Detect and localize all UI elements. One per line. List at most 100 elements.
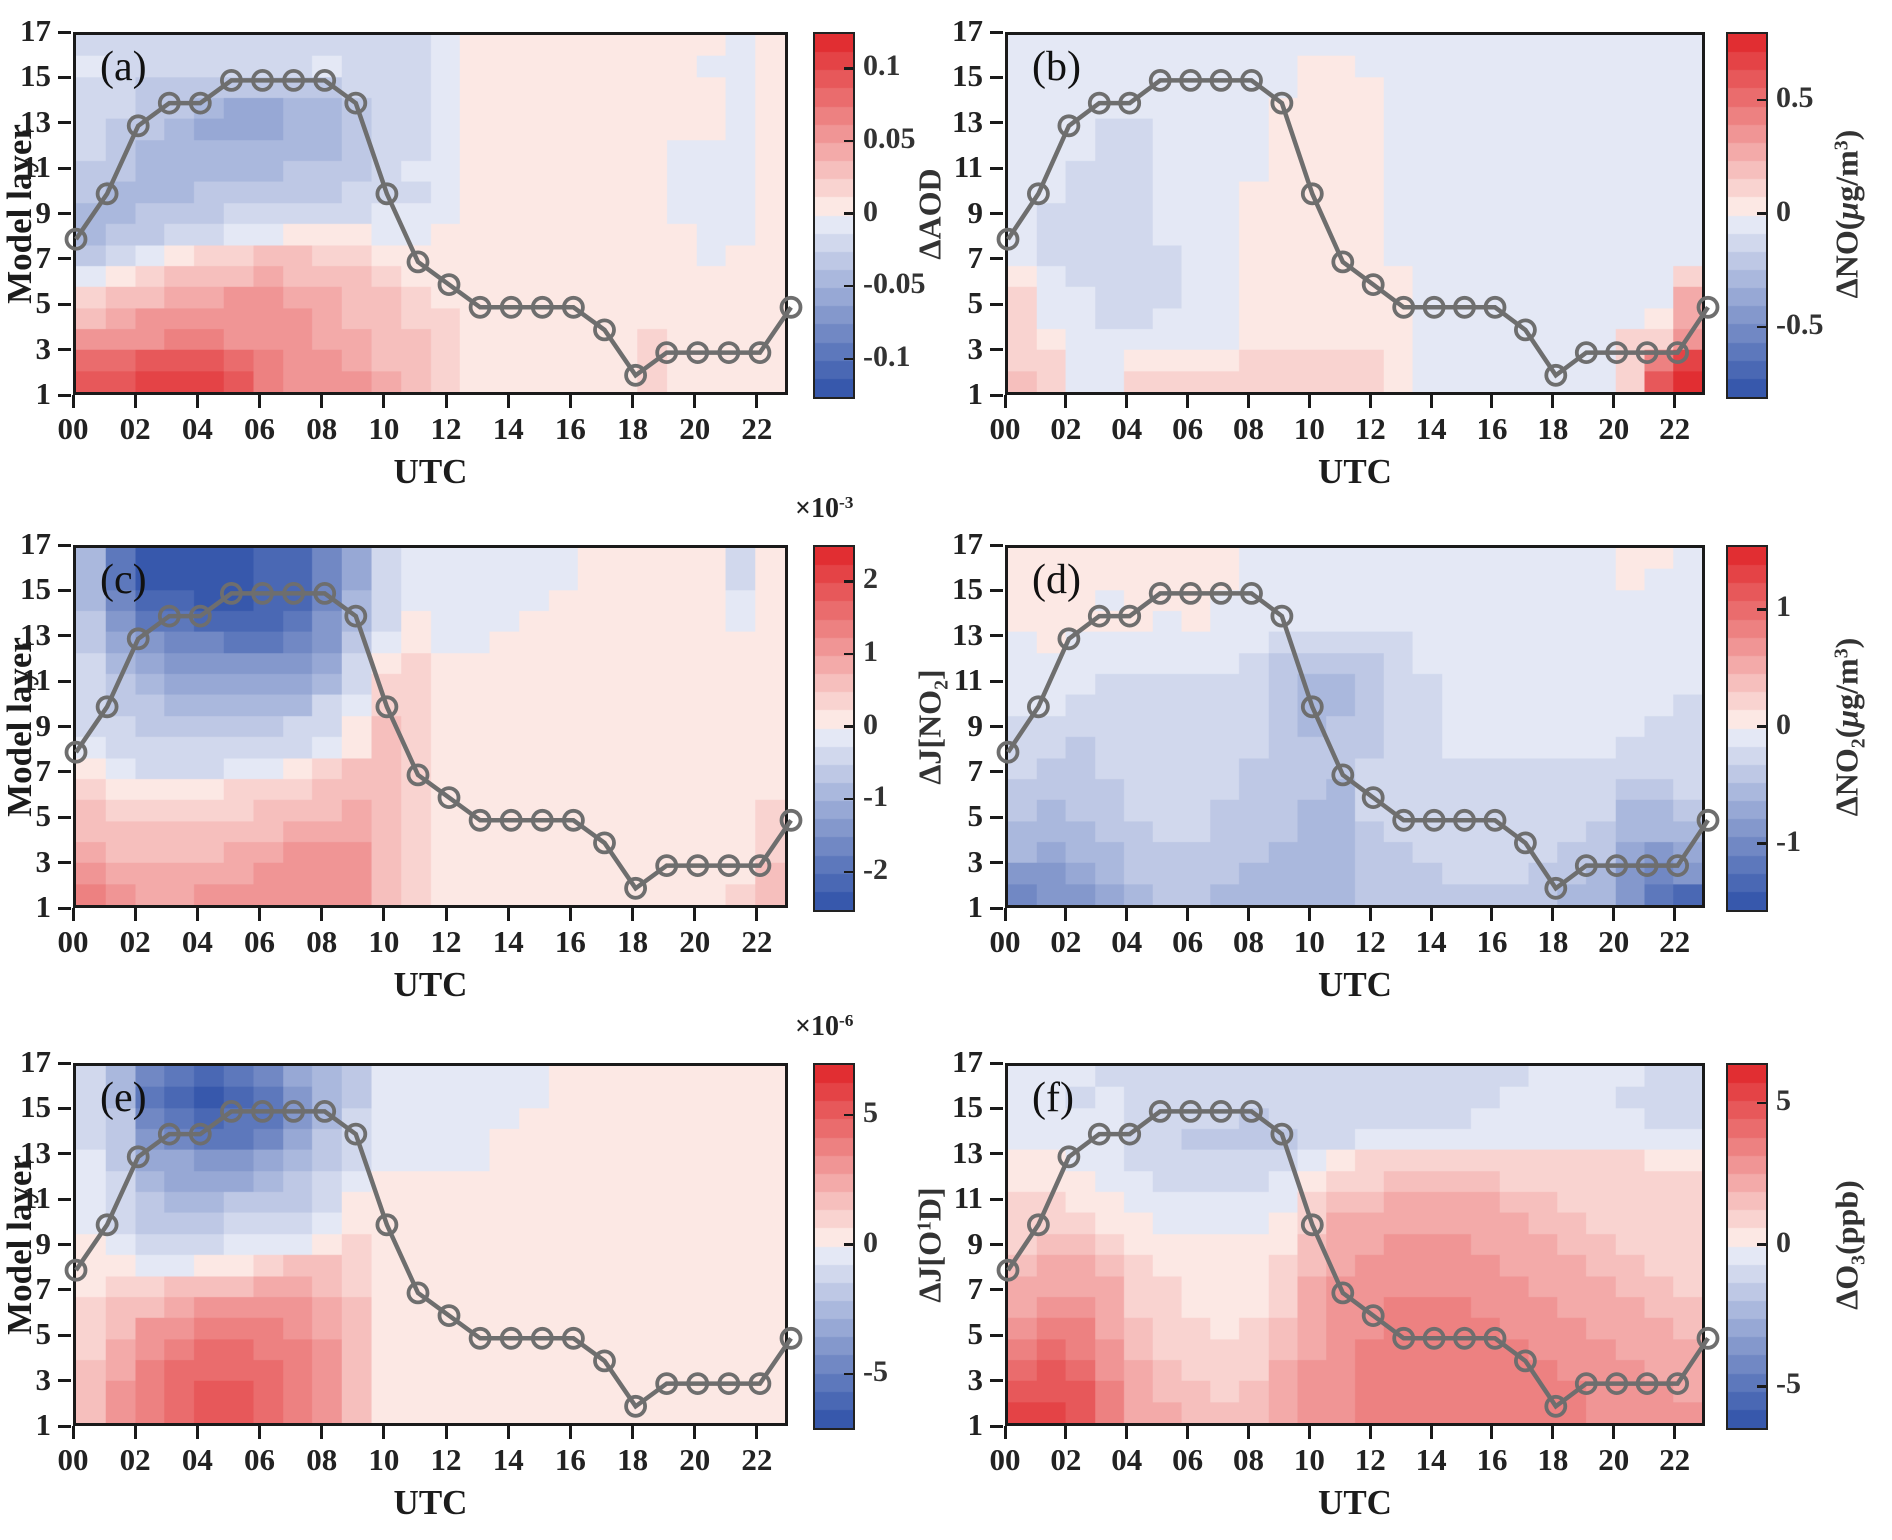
plot-e: (e) <box>64 1063 803 1426</box>
x-tick-mark <box>71 1426 75 1439</box>
colorbar-tick-label: 0.5 <box>1776 81 1814 115</box>
x-tick-mark <box>1490 395 1494 408</box>
y-tick-mark <box>990 543 1003 547</box>
x-tick-mark <box>1246 395 1250 408</box>
colorbar-label-b: ΔNO(μg/m3) <box>1829 129 1866 298</box>
y-tick-label: 3 <box>967 843 984 879</box>
colorbar-tick-label: 1 <box>863 634 878 668</box>
x-tick-mark <box>1429 395 1433 408</box>
panel-letter-c: (c) <box>100 557 147 603</box>
x-axis-label: UTC <box>1318 452 1392 491</box>
x-tick-label: 20 <box>1598 1442 1630 1477</box>
x-tick-label: 14 <box>1415 411 1447 446</box>
x-tick-mark <box>444 1426 448 1439</box>
label-part: ×10 <box>795 1011 839 1042</box>
colorbar-tick-label: 0 <box>863 1225 878 1259</box>
x-tick-mark <box>693 1426 697 1439</box>
y-tick-mark <box>990 1061 1003 1065</box>
x-tick-label: 00 <box>57 924 89 959</box>
x-tick-label: 02 <box>1050 411 1082 446</box>
colorbar-tick-mark <box>1757 725 1766 728</box>
y-tick-mark <box>990 1333 1003 1337</box>
x-tick-label: 22 <box>741 924 773 959</box>
y-tick-mark <box>990 1197 1003 1201</box>
colorbar-tick-label: -2 <box>863 852 888 886</box>
x-tick-label: 12 <box>1354 411 1386 446</box>
x-tick-mark <box>1551 395 1555 408</box>
x-tick-label: 10 <box>368 411 400 446</box>
colorbar-f <box>1726 1063 1768 1430</box>
y-tick-label: 3 <box>35 843 52 879</box>
label-part: ×10 <box>795 493 839 524</box>
colorbar-tick-mark <box>1757 1385 1766 1388</box>
colorbar-tick-mark <box>844 1113 853 1117</box>
x-tick-mark <box>1490 908 1494 921</box>
y-tick-mark <box>990 393 1003 397</box>
y-tick-mark <box>990 302 1003 306</box>
y-tick-label: 11 <box>953 1180 983 1216</box>
colorbar-b <box>1726 32 1768 399</box>
y-axis-label: Model layer <box>0 1154 39 1335</box>
x-tick-mark <box>1003 908 1007 921</box>
y-tick-mark <box>990 1152 1003 1156</box>
y-tick-label: 15 <box>952 1089 983 1125</box>
y-tick-mark <box>990 634 1003 638</box>
y-tick-label: 15 <box>952 571 983 607</box>
x-tick-mark <box>1612 1426 1616 1439</box>
x-tick-label: 08 <box>306 411 338 446</box>
label-part: -3 <box>838 493 854 513</box>
label-part: 2 <box>930 679 953 690</box>
x-tick-label: 06 <box>244 411 276 446</box>
x-tick-mark <box>1003 395 1007 408</box>
x-tick-label: 10 <box>1293 924 1325 959</box>
colorbar-tick-mark <box>1757 608 1766 611</box>
x-tick-label: 22 <box>1659 1442 1691 1477</box>
colorbar-label-f: ΔO3(ppb) <box>1829 1180 1870 1310</box>
x-tick-mark <box>320 1426 324 1439</box>
colorbar-tick-mark <box>844 652 853 656</box>
x-tick-label: 06 <box>244 1442 276 1477</box>
colorbar-tick-mark <box>844 1372 853 1376</box>
y-tick-label: 9 <box>967 707 984 743</box>
y-tick-label: 11 <box>21 1180 51 1216</box>
y-tick-mark <box>58 1061 71 1065</box>
heatmap-canvas-f <box>1008 1066 1702 1423</box>
panel-letter-d: (d) <box>1032 557 1081 603</box>
y-tick-mark <box>990 770 1003 774</box>
x-tick-mark <box>1612 908 1616 921</box>
colorbar-tick-mark <box>844 212 853 215</box>
x-tick-label: 20 <box>679 924 711 959</box>
colorbar-d <box>1726 545 1768 912</box>
y-tick-label: 5 <box>967 798 984 834</box>
y-tick-mark <box>990 212 1003 215</box>
x-tick-label: 14 <box>492 924 524 959</box>
y-tick-label: 15 <box>952 58 983 94</box>
x-tick-label: 16 <box>1476 411 1508 446</box>
y-tick-mark <box>58 543 71 547</box>
label-part: 1 <box>913 1220 936 1231</box>
x-tick-label: 18 <box>1537 411 1569 446</box>
y-tick-label: 1 <box>35 376 52 411</box>
y-tick-mark <box>58 815 71 819</box>
x-tick-mark <box>1186 908 1190 921</box>
x-tick-mark <box>1307 1426 1311 1439</box>
x-tick-mark <box>258 908 262 921</box>
label-part: ΔNO( <box>1828 219 1865 298</box>
colorbar-a <box>813 32 855 399</box>
colorbar-tick-label: -0.5 <box>1776 307 1824 341</box>
colorbar-tick-label: -0.05 <box>863 267 926 301</box>
x-tick-label: 06 <box>1172 924 1204 959</box>
colorbar-tick-label: 1 <box>1776 590 1791 624</box>
y-tick-label: 11 <box>21 149 51 185</box>
y-tick-mark <box>58 348 71 352</box>
x-tick-label: 02 <box>119 1442 151 1477</box>
x-tick-label: 18 <box>617 1442 649 1477</box>
colorbar-tick-label: 0 <box>1776 194 1791 228</box>
colorbar-c <box>813 545 855 912</box>
y-tick-label: 11 <box>953 149 983 185</box>
x-tick-mark <box>506 1426 510 1439</box>
